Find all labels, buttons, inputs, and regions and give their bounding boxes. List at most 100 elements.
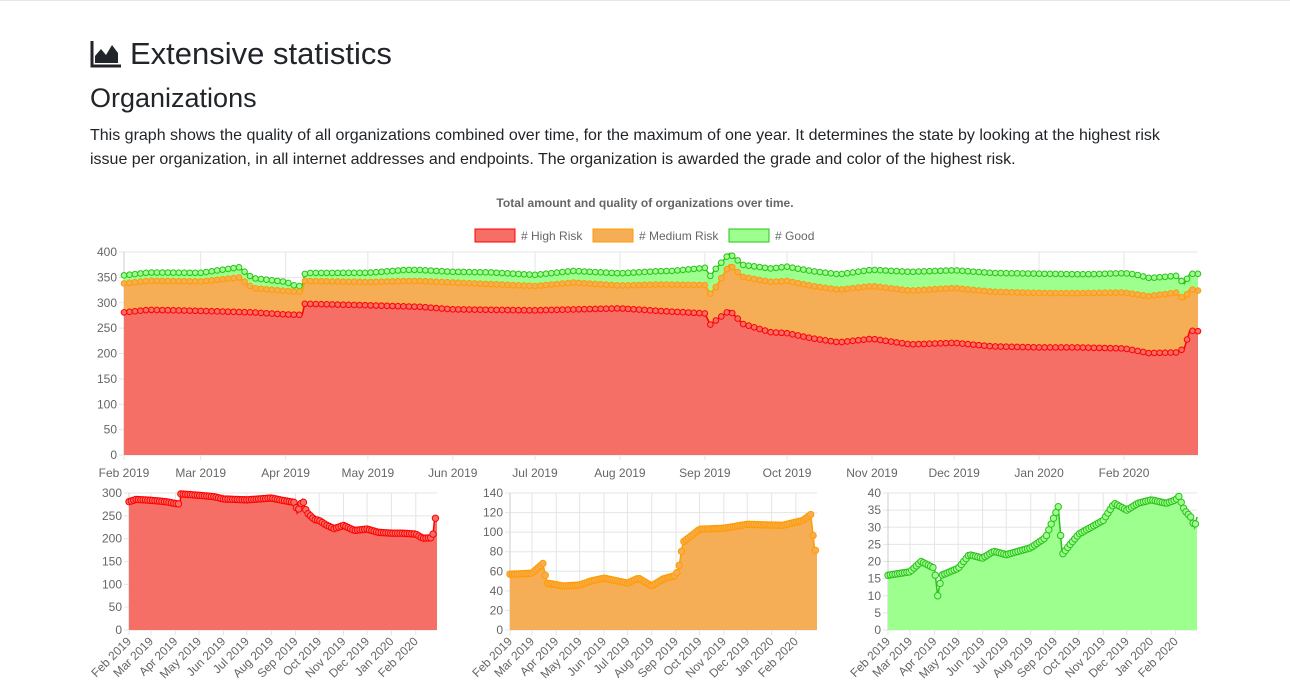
good-point (257, 275, 265, 283)
high-risk-point (981, 342, 988, 349)
high-risk-point (142, 306, 150, 314)
medium-risk-point (520, 282, 528, 289)
high-risk-point (1057, 344, 1065, 351)
good-point (372, 268, 380, 276)
high-risk-point (668, 308, 676, 315)
high-risk-point (844, 338, 851, 345)
y-tick-label: 0 (115, 623, 122, 637)
medium-risk-point (1013, 289, 1021, 296)
high-risk-point (909, 340, 917, 348)
x-tick-label: Jan 2020 (1014, 466, 1064, 480)
medium-risk-point (602, 281, 610, 288)
high-risk-point (1063, 344, 1070, 351)
area-chart-icon (90, 41, 121, 68)
good-point (246, 272, 254, 280)
high-risk-point (164, 306, 172, 314)
good-point (970, 268, 977, 275)
high-risk-point (739, 320, 747, 328)
medium-risk-point (822, 284, 829, 292)
legend-swatch-3 (728, 228, 770, 243)
good-point (641, 268, 648, 276)
medium-risk-point (438, 278, 446, 286)
medium-risk-point (400, 277, 407, 285)
medium-risk-point (613, 282, 621, 289)
high-risk-point (750, 324, 758, 331)
high-risk-point (137, 307, 144, 315)
good-point (142, 269, 150, 277)
high-risk-point (1101, 344, 1109, 352)
medium-risk-point (882, 284, 889, 291)
high-risk-point (367, 302, 374, 309)
medium-risk-point (526, 282, 533, 290)
high-risk-point (570, 306, 577, 313)
good-point (252, 275, 259, 282)
good-point (361, 269, 369, 277)
y-tick-label: 30 (868, 520, 882, 534)
good-point (493, 269, 500, 277)
high-risk-area (124, 303, 1198, 455)
high-risk-point (964, 340, 972, 348)
medium-risk-point (164, 277, 172, 285)
good-point (197, 269, 205, 277)
high-risk-point (350, 301, 358, 309)
high-risk-point (783, 329, 791, 337)
high-risk-point (213, 308, 221, 315)
medium-risk-point (257, 285, 265, 293)
medium-risk-point (865, 283, 873, 290)
medium-risk-point (1139, 292, 1147, 299)
medium-risk-point (811, 282, 818, 290)
medium-risk-point (1085, 289, 1092, 297)
medium-risk-point (537, 282, 544, 289)
high-risk-point (630, 305, 637, 313)
good-point (816, 268, 824, 276)
medium-risk-point (208, 277, 215, 284)
medium-risk-point (493, 281, 500, 288)
y-tick-label: 140 (483, 486, 503, 500)
y-tick-label: 15 (868, 572, 882, 586)
good-point (745, 262, 752, 269)
good-point (668, 267, 676, 275)
y-tick-label: 0 (496, 623, 503, 637)
medium-risk-point (416, 277, 424, 285)
medium-risk-point (1178, 293, 1185, 301)
good-point (1183, 275, 1191, 283)
good-point (526, 271, 533, 278)
good-point (224, 265, 232, 273)
medium-risk-point (405, 277, 413, 285)
good-point (339, 269, 347, 277)
good-point (597, 269, 605, 276)
good-point (416, 266, 424, 274)
good-point (241, 268, 248, 275)
high-risk-point (224, 308, 232, 315)
x-tick-label: Nov 2019 (846, 466, 898, 480)
high-risk-point (1189, 327, 1196, 335)
good-point (964, 267, 972, 275)
good-point (931, 267, 939, 275)
good-point (465, 268, 473, 276)
high-risk-point (531, 307, 539, 314)
good-point (929, 563, 937, 572)
high-risk-point (279, 310, 287, 318)
good-point (449, 268, 457, 276)
good-point (1167, 273, 1174, 280)
good-point (871, 266, 879, 274)
high-risk-point (1090, 344, 1098, 352)
high-risk-point (1167, 349, 1174, 356)
medium-risk-point (860, 283, 868, 291)
medium-risk-point (876, 283, 884, 291)
good-point (444, 268, 451, 275)
good-point (334, 269, 342, 277)
medium-risk-point (1096, 289, 1103, 297)
good-point (772, 264, 780, 272)
high-risk-point (257, 309, 265, 317)
medium-risk-point (241, 278, 248, 286)
medium-risk-point (1024, 289, 1032, 296)
good-point (202, 268, 210, 276)
good-point (301, 270, 309, 278)
medium-risk-point (361, 278, 369, 286)
top-divider (0, 0, 1290, 1)
high-risk-point (580, 305, 588, 313)
medium-risk-point (1134, 291, 1142, 298)
good-point (317, 269, 325, 277)
good-point (542, 270, 550, 278)
